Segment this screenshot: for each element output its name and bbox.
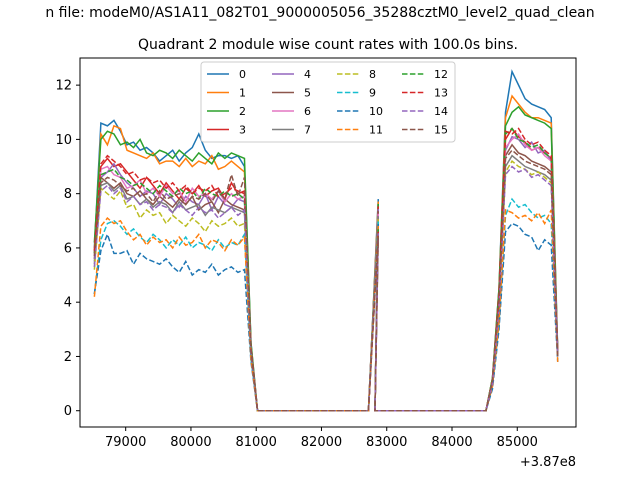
y-tick-label: 6: [64, 241, 72, 256]
series-line-7: [93, 154, 559, 412]
legend-label-4: 4: [304, 68, 311, 81]
series-line-9: [93, 197, 559, 412]
chart-title: Quadrant 2 module wise count rates with …: [138, 37, 518, 53]
series-line-15: [93, 149, 559, 412]
x-axis: 79000 80000 81000 82000 83000 84000 85000: [105, 427, 538, 450]
y-tick-label: 10: [55, 133, 72, 148]
legend-label-6: 6: [304, 105, 311, 118]
series-line-3: [93, 127, 559, 412]
legend-box: [200, 61, 456, 143]
legend-label-2: 2: [239, 105, 246, 118]
y-tick-label: 4: [64, 296, 72, 311]
x-tick-label: 82000: [301, 435, 342, 450]
legend-label-14: 14: [434, 105, 448, 118]
legend-label-15: 15: [434, 124, 448, 137]
legend-label-8: 8: [369, 68, 376, 81]
x-tick-label: 85000: [497, 435, 538, 450]
y-tick-label: 8: [64, 187, 72, 202]
series-line-12: [93, 127, 559, 412]
legend-label-10: 10: [369, 105, 383, 118]
series-line-11: [93, 208, 559, 412]
legend-label-9: 9: [369, 87, 376, 100]
series-line-2: [93, 105, 559, 412]
legend-label-0: 0: [239, 68, 246, 81]
figure-suptitle: n file: modeM0/AS1A11_082T01_9000005056_…: [45, 5, 594, 21]
legend-label-1: 1: [239, 87, 246, 100]
legend-label-5: 5: [304, 87, 311, 100]
y-tick-label: 0: [64, 404, 72, 419]
y-axis: 0 2 4 6 8 10 12: [55, 79, 80, 419]
legend-label-13: 13: [434, 87, 448, 100]
plot-lines: [93, 69, 559, 412]
series-line-4: [93, 135, 559, 412]
legend-label-7: 7: [304, 124, 311, 137]
x-offset-label: +3.87e8: [520, 455, 576, 470]
x-tick-label: 79000: [105, 435, 146, 450]
y-tick-label: 2: [64, 350, 72, 365]
series-line-1: [93, 94, 559, 412]
series-line-10: [93, 222, 559, 412]
x-tick-label: 83000: [366, 435, 407, 450]
legend-label-11: 11: [369, 124, 383, 137]
y-tick-label: 12: [55, 79, 72, 94]
x-tick-label: 81000: [236, 435, 277, 450]
series-line-13: [93, 127, 559, 412]
legend-label-12: 12: [434, 68, 448, 81]
axes-frame: [79, 57, 577, 428]
series-line-6: [93, 132, 559, 412]
x-tick-label: 80000: [170, 435, 211, 450]
legend-label-3: 3: [239, 124, 246, 137]
x-tick-label: 84000: [431, 435, 472, 450]
